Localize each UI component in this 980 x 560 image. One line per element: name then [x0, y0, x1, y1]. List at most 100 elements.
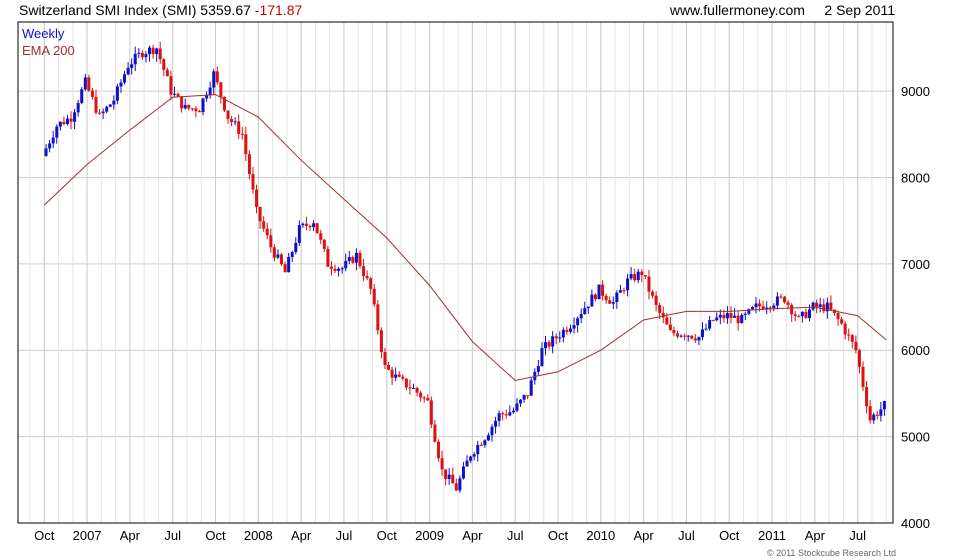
candle-body	[140, 52, 144, 58]
candle-body	[765, 307, 769, 310]
candle-body	[497, 413, 501, 421]
x-tick-label: Apr	[633, 528, 654, 543]
candle-body	[344, 260, 348, 269]
candle-body	[519, 399, 523, 404]
candle-body	[297, 225, 301, 243]
candle-body	[287, 256, 291, 273]
x-tick-label: Apr	[805, 528, 826, 543]
candle-body	[440, 458, 444, 470]
candle-body	[647, 276, 651, 292]
candle-body	[775, 296, 779, 306]
candle-body	[565, 329, 569, 332]
candle-body	[376, 304, 380, 331]
candle-body	[379, 330, 383, 352]
candle-body	[715, 317, 719, 321]
candle-body	[843, 323, 847, 335]
candle-body	[658, 304, 662, 313]
candle-body	[461, 466, 465, 479]
candle-body	[636, 271, 640, 281]
candle-body	[711, 320, 715, 322]
candle-body	[447, 474, 451, 479]
candle-body	[155, 48, 159, 55]
candle-body	[665, 317, 669, 325]
candle-body	[515, 403, 519, 411]
candle-body	[251, 174, 255, 190]
candle-body	[183, 104, 187, 109]
candle-body	[861, 366, 865, 387]
candle-body	[683, 335, 687, 337]
candle-body	[187, 104, 191, 109]
candle-body	[733, 315, 737, 318]
x-tick-label: Jul	[849, 528, 866, 543]
candle-body	[661, 312, 665, 318]
candle-body	[429, 400, 433, 425]
candle-body	[544, 342, 548, 349]
candle-body	[740, 314, 744, 324]
candle-body	[358, 252, 362, 267]
candle-body	[329, 266, 333, 269]
candle-body	[579, 314, 583, 319]
candle-body	[172, 93, 176, 95]
candle-body	[108, 104, 112, 107]
candle-body	[743, 313, 747, 315]
x-tick-label: Jul	[678, 528, 695, 543]
candle-body	[69, 118, 73, 122]
candle-body	[829, 302, 833, 310]
candle-body	[283, 264, 287, 273]
candle-body	[536, 366, 540, 372]
source-link[interactable]: www.fullermoney.com	[669, 2, 805, 18]
x-tick-label: Oct	[205, 528, 226, 543]
candle-body	[83, 77, 87, 90]
candle-body	[797, 316, 801, 318]
candle-body	[415, 387, 419, 393]
candle-body	[783, 296, 787, 303]
candle-body	[758, 303, 762, 307]
candle-body	[822, 304, 826, 312]
candle-body	[165, 69, 169, 77]
candle-body	[123, 74, 127, 83]
candle-body	[850, 335, 854, 342]
candle-body	[522, 395, 526, 400]
candle-body	[754, 303, 758, 308]
chart-title-bar: Switzerland SMI Index (SMI) 5359.67 -171…	[19, 2, 302, 18]
candle-body	[504, 414, 508, 416]
candle-body	[115, 86, 119, 101]
candle-body	[454, 483, 458, 491]
x-tick-label: Oct	[719, 528, 740, 543]
candle-body	[668, 324, 672, 330]
candle-body	[362, 266, 366, 277]
candle-body	[818, 304, 822, 307]
ema-200-line	[43, 94, 887, 382]
candle-body	[554, 336, 558, 339]
candle-body	[365, 276, 369, 279]
candle-body	[65, 118, 69, 125]
candle-body	[419, 392, 423, 398]
candle-body	[383, 351, 387, 365]
candle-body	[722, 314, 726, 319]
candle-body	[94, 96, 98, 113]
candle-body	[105, 106, 109, 112]
candle-body	[90, 90, 94, 97]
candle-body	[486, 435, 490, 441]
x-tick-label: Jul	[164, 528, 181, 543]
candle-body	[558, 337, 562, 339]
candle-body	[208, 87, 212, 96]
candle-body	[119, 82, 123, 87]
candle-body	[212, 71, 216, 88]
candle-body	[725, 313, 729, 319]
candle-body	[354, 252, 358, 263]
candle-body	[194, 108, 198, 112]
candle-body	[237, 121, 241, 134]
candle-body	[126, 67, 130, 75]
candle-body	[608, 300, 612, 304]
candle-body	[269, 235, 273, 248]
candle-body	[458, 478, 462, 491]
candle-body	[476, 444, 480, 455]
x-tick-label: Apr	[291, 528, 312, 543]
candle-body	[276, 254, 280, 258]
candle-body	[162, 59, 166, 70]
candle-body	[280, 254, 284, 265]
candle-body	[597, 284, 601, 300]
candle-body	[112, 100, 116, 105]
candle-body	[626, 278, 630, 291]
